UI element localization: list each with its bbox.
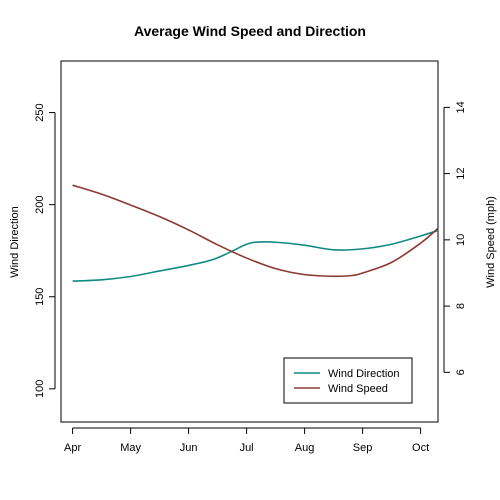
legend: Wind Direction Wind Speed bbox=[283, 357, 413, 404]
y-left-tick-label-150: 150 bbox=[34, 288, 46, 306]
legend-label-wind-speed: Wind Speed bbox=[328, 383, 388, 395]
x-tick-label-sep: Sep bbox=[353, 442, 373, 454]
x-axis: Apr May Jun Jul Aug Sep Oct bbox=[64, 427, 429, 454]
y-left-tick-label-100: 100 bbox=[34, 380, 46, 398]
x-tick-label-apr: Apr bbox=[64, 442, 81, 454]
series-layer bbox=[72, 184, 439, 282]
legend-box bbox=[283, 357, 413, 404]
plot-frame bbox=[60, 60, 439, 423]
legend-label-wind-direction: Wind Direction bbox=[328, 368, 400, 380]
x-tick-label-jun: Jun bbox=[180, 442, 198, 454]
y-axis-left: 100 150 200 250 bbox=[34, 103, 56, 398]
y-axis-right-label: Wind Speed (mph) bbox=[485, 196, 497, 288]
y-left-tick-label-200: 200 bbox=[34, 195, 46, 213]
x-tick-label-may: May bbox=[120, 442, 141, 454]
series-line-wind-speed bbox=[72, 184, 439, 278]
y-right-tick-label-8: 8 bbox=[455, 303, 467, 309]
chart-title: Average Wind Speed and Direction bbox=[134, 23, 366, 39]
y-left-tick-label-250: 250 bbox=[34, 103, 46, 121]
y-right-tick-label-14: 14 bbox=[455, 101, 467, 113]
y-right-tick-label-12: 12 bbox=[455, 167, 467, 179]
x-tick-label-jul: Jul bbox=[240, 442, 254, 454]
x-tick-label-aug: Aug bbox=[295, 442, 315, 454]
x-tick-label-oct: Oct bbox=[412, 442, 429, 454]
y-axis-right: 6 8 10 12 14 bbox=[443, 101, 467, 375]
series-line-wind-direction bbox=[72, 229, 439, 282]
y-right-tick-label-6: 6 bbox=[455, 369, 467, 375]
y-axis-left-label: Wind Direction bbox=[9, 206, 21, 278]
y-right-tick-label-10: 10 bbox=[455, 234, 467, 246]
